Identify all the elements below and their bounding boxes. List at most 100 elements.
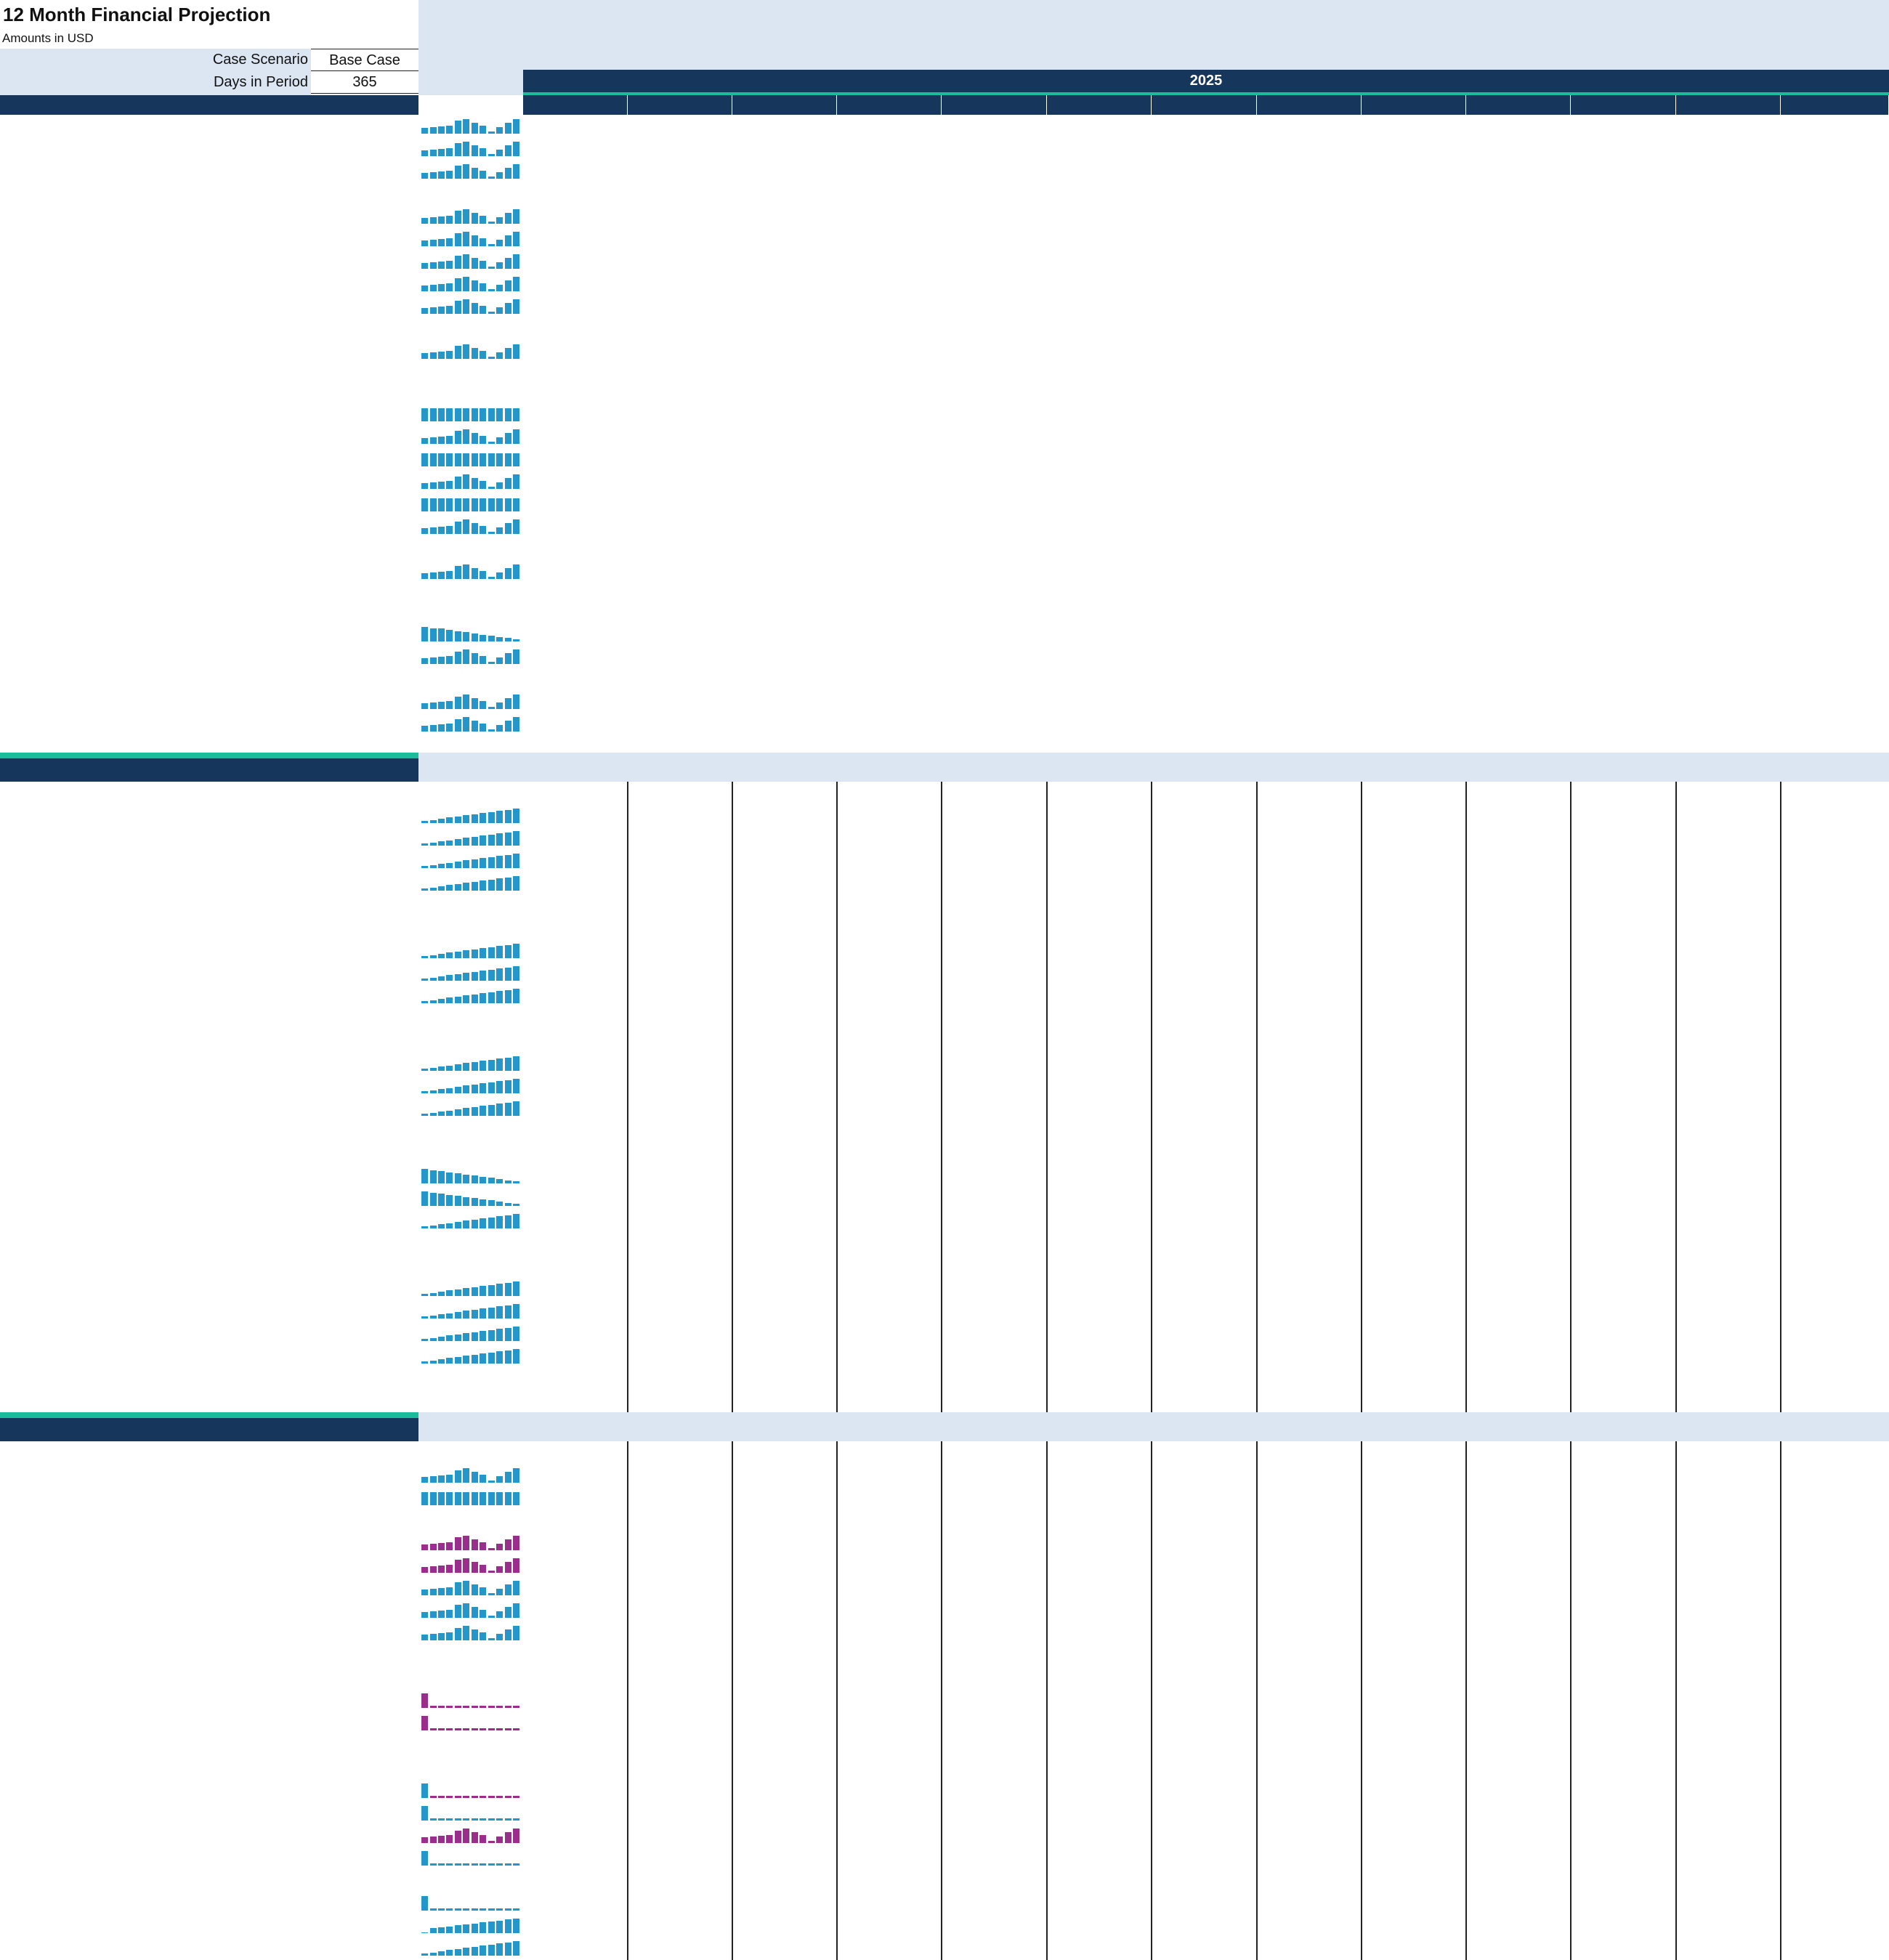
sparkline-bar: [513, 1863, 519, 1866]
cell-may: [942, 1300, 1047, 1322]
cell-april: [837, 1277, 942, 1300]
cell-july: [1152, 939, 1257, 962]
cell-february: [628, 1277, 732, 1300]
sparkline-bar: [504, 809, 511, 823]
cell-march: [732, 1277, 837, 1300]
sparkline-bar: [480, 813, 487, 823]
cell-november: [1571, 340, 1676, 363]
cell-february: [628, 1712, 732, 1734]
row-label: [0, 363, 418, 380]
cell-may: [942, 1322, 1047, 1345]
sparkline-bar: [488, 662, 495, 664]
scenario-gap-band: [418, 70, 523, 95]
sparkline-bar: [504, 1202, 511, 1206]
cell-fy: [1781, 1779, 1889, 1802]
cell-december: [1676, 1937, 1781, 1959]
cell-september: [1362, 250, 1466, 272]
cell-fy: [1781, 402, 1889, 425]
sparkline-bar: [421, 1091, 428, 1093]
sparkline-bar: [471, 567, 478, 579]
cell-march: [732, 470, 837, 493]
sparkline-bar: [446, 1564, 453, 1573]
cell-february: [628, 1621, 732, 1644]
column-header-february: [628, 95, 732, 115]
cell-may: [942, 1531, 1047, 1554]
cell-january: [523, 984, 628, 1007]
cell-october: [1466, 827, 1571, 849]
cell-august: [1257, 1802, 1362, 1824]
sparkline-bar: [488, 729, 495, 732]
cell-march: [732, 849, 837, 872]
sparkline-bar: [463, 1333, 470, 1341]
cell-august: [1257, 115, 1362, 137]
sparkline-bar: [421, 408, 428, 421]
cell-fy: [1781, 1165, 1889, 1187]
sparkline-bar: [488, 1593, 495, 1595]
cell-fy: [1781, 984, 1889, 1007]
cell-july: [1152, 804, 1257, 827]
sparkline-bar: [429, 1000, 437, 1003]
cell-august: [1257, 1576, 1362, 1599]
cell-april: [837, 1464, 942, 1486]
cell-april: [837, 1689, 942, 1712]
cell-january: [523, 1824, 628, 1847]
cell-may: [942, 295, 1047, 317]
sparkline-bar: [429, 1337, 437, 1341]
cell-december: [1676, 1345, 1781, 1367]
cell-november: [1571, 1599, 1676, 1621]
cell-december: [1676, 645, 1781, 668]
sparkline-bar: [463, 1174, 470, 1183]
cell-august: [1257, 1210, 1362, 1232]
cell-november: [1571, 1097, 1676, 1119]
cell-november: [1571, 402, 1676, 425]
sparkline-bar: [437, 436, 445, 444]
cell-june: [1047, 1531, 1152, 1554]
cell-fy: [1781, 872, 1889, 894]
cell-april: [837, 645, 942, 668]
sparkline-bar: [463, 1108, 470, 1116]
cell-march: [732, 1322, 837, 1345]
case-scenario-value[interactable]: Base Case: [311, 49, 418, 71]
cell-october: [1466, 1554, 1571, 1576]
sparkline-bar: [463, 694, 470, 709]
sparkline-bar: [480, 1863, 487, 1866]
cell-march: [732, 272, 837, 295]
sparkline-bar: [471, 1561, 478, 1573]
cell-may: [942, 1554, 1047, 1576]
cell-february: [628, 623, 732, 645]
sparkline-bar: [421, 353, 428, 359]
sparkline-bar: [504, 347, 511, 359]
sparkline-bar: [488, 1944, 495, 1956]
sparkline-bar: [429, 1818, 437, 1821]
sparkline-bar: [429, 1225, 437, 1228]
sparkline-bar: [463, 344, 470, 359]
sparkline-bar: [488, 879, 495, 891]
sparkline-bar: [421, 453, 428, 466]
sparkline-bar: [463, 1818, 470, 1821]
sparkline-bar: [446, 1065, 453, 1071]
sparkline-bar: [480, 1474, 487, 1483]
cell-january: [523, 939, 628, 962]
sparkline-bar: [488, 992, 495, 1003]
sparkline-bar: [421, 286, 428, 291]
cell-november: [1571, 713, 1676, 735]
sparkline-bar: [463, 995, 470, 1003]
sparkline-bar: [437, 1835, 445, 1843]
sparkline-bar: [454, 1311, 461, 1319]
cell-july: [1152, 713, 1257, 735]
cell-november: [1571, 1277, 1676, 1300]
days-in-period-value[interactable]: 365: [311, 71, 418, 94]
sparkline-bar: [504, 877, 511, 891]
sparkline-bar: [488, 1706, 495, 1708]
sparkline-bar: [463, 1063, 470, 1071]
column-header-september: [1362, 95, 1466, 115]
cell-june: [1047, 690, 1152, 713]
cell-march: [732, 1052, 837, 1074]
cell-april: [837, 1165, 942, 1187]
cell-september: [1362, 1210, 1466, 1232]
sparkline-bar: [471, 697, 478, 709]
cell-july: [1152, 560, 1257, 583]
sparkline-bar: [504, 989, 511, 1003]
column-divider: [1256, 782, 1258, 1412]
sparkline-bar: [513, 1908, 519, 1911]
